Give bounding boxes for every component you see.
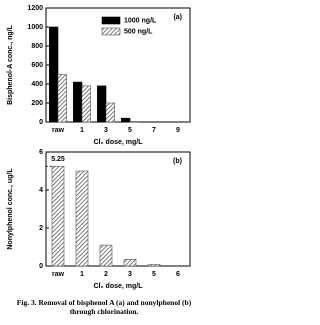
x-tick-label: raw xyxy=(52,127,65,134)
bar xyxy=(123,259,137,267)
y-axis-label: Nonylphenol conc., ug/L xyxy=(7,168,14,250)
y-tick-label: 200 xyxy=(31,100,43,107)
bar xyxy=(49,26,59,123)
plot-frame xyxy=(45,151,191,267)
x-axis-label: Cl₂ dose, mg/L xyxy=(93,139,143,146)
bar xyxy=(99,244,113,267)
y-tick-label: 0 xyxy=(39,119,43,126)
x-tick-label: 1 xyxy=(80,271,84,278)
y-axis-label: Bisphenol-A conc., ng/L xyxy=(7,24,14,105)
legend-label: 500 ng/L xyxy=(124,28,153,35)
x-tick-label: 7 xyxy=(152,127,156,134)
x-tick-label: 1 xyxy=(80,127,84,134)
x-tick-label: 6 xyxy=(176,271,180,278)
legend-swatch xyxy=(101,27,121,36)
y-tick-label: 800 xyxy=(31,43,43,50)
x-tick-label: 5 xyxy=(128,127,132,134)
y-tick-label: 0 xyxy=(39,263,43,270)
y-tick-label: 2 xyxy=(39,225,43,232)
bar xyxy=(73,81,83,123)
y-tick-label: 6 xyxy=(39,149,43,156)
x-tick-label: 9 xyxy=(176,127,180,134)
legend-label: 1000 ng/L xyxy=(124,17,157,24)
x-tick-label: 5 xyxy=(152,271,156,278)
y-tick-label: 400 xyxy=(31,81,43,88)
plot-frame xyxy=(45,7,191,123)
bar xyxy=(57,74,67,123)
bar xyxy=(147,264,161,267)
caption: Fig. 3. Removal of bisphenol A (a) and n… xyxy=(16,298,192,316)
y-tick-label: 600 xyxy=(31,62,43,69)
panel-label: (b) xyxy=(173,158,182,165)
y-tick-label: 1000 xyxy=(27,24,43,31)
x-tick-label: raw xyxy=(52,271,65,278)
value-label: 5.25 xyxy=(51,156,65,163)
bar xyxy=(121,117,131,123)
x-axis-label: Cl₂ dose, mg/L xyxy=(93,283,143,290)
bar xyxy=(105,102,115,123)
legend-swatch xyxy=(101,16,121,25)
bar xyxy=(97,85,107,123)
figure: 0 200 400 600 800 1000 1200 Bisphenol-A conc., … xyxy=(7,5,191,290)
y-tick-label: 1200 xyxy=(27,5,43,12)
panel-label: (a) xyxy=(173,14,182,21)
bar xyxy=(75,170,89,267)
x-tick-label: 3 xyxy=(128,271,132,278)
y-tick-label: 4 xyxy=(39,187,43,194)
x-tick-label: 3 xyxy=(104,127,108,134)
bar xyxy=(81,85,91,123)
bar xyxy=(51,165,65,267)
x-tick-label: 2 xyxy=(104,271,108,278)
